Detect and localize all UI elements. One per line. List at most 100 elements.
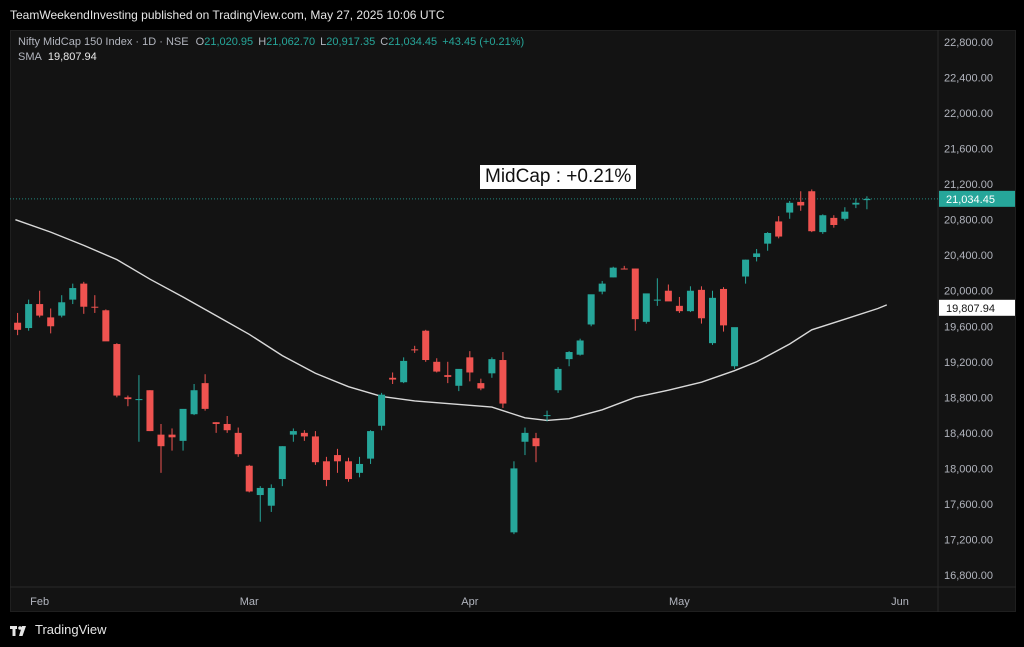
candle-body[interactable] <box>521 432 529 442</box>
candle-body[interactable] <box>146 390 154 432</box>
candle-body[interactable] <box>36 304 44 316</box>
candle-body[interactable] <box>565 352 573 360</box>
candle-body[interactable] <box>245 465 253 492</box>
candle-body[interactable] <box>863 198 871 201</box>
candle-body[interactable] <box>367 431 375 459</box>
candle-body[interactable] <box>620 268 628 270</box>
candle-body[interactable] <box>433 361 441 372</box>
candle-body[interactable] <box>124 397 132 400</box>
candle-body[interactable] <box>664 290 672 302</box>
candle-body[interactable] <box>14 322 22 330</box>
candle-body[interactable] <box>753 253 761 257</box>
candle-body[interactable] <box>477 383 485 389</box>
sma-legend-value: 19,807.94 <box>47 51 97 63</box>
x-tick-label: Jun <box>891 596 909 608</box>
candle-body[interactable] <box>267 487 275 506</box>
candle-body[interactable] <box>345 461 352 480</box>
candle-body[interactable] <box>333 455 341 462</box>
sma-legend[interactable]: SMA 19,807.94 <box>18 51 97 63</box>
y-tick-label: 20,000.00 <box>944 286 993 298</box>
legend-open-label: O <box>195 36 205 48</box>
legend: Nifty MidCap 150 Index · 1D · NSE O21,02… <box>18 35 524 50</box>
legend-close-label: C <box>380 36 389 48</box>
candle-body[interactable] <box>234 432 242 455</box>
candle-body[interactable] <box>157 434 165 447</box>
candle-body[interactable] <box>422 330 430 361</box>
x-tick-label: May <box>669 596 690 608</box>
candle-body[interactable] <box>91 306 99 308</box>
candle-body[interactable] <box>720 288 728 326</box>
candle-body[interactable] <box>455 368 463 386</box>
candle-body[interactable] <box>775 221 783 237</box>
candle-body[interactable] <box>532 438 540 447</box>
candle-body[interactable] <box>786 202 794 213</box>
candle-body[interactable] <box>499 360 507 404</box>
publish-bar: TeamWeekendInvesting published on Tradin… <box>0 0 1024 30</box>
candle-body[interactable] <box>212 422 220 424</box>
candle-body[interactable] <box>488 359 496 374</box>
candle-body[interactable] <box>797 201 805 206</box>
candle-body[interactable] <box>731 327 739 367</box>
candle-body[interactable] <box>819 215 827 233</box>
candle-body[interactable] <box>80 283 88 307</box>
candle-body[interactable] <box>378 394 386 426</box>
candle-body[interactable] <box>311 436 319 463</box>
candle-body[interactable] <box>675 305 683 312</box>
price-chart[interactable]: 22,800.00 22,400.00 22,000.00 21,600.00 21,2… <box>10 30 1016 612</box>
footer-bar <box>0 612 1024 647</box>
candle-body[interactable] <box>598 283 606 292</box>
candle-body[interactable] <box>289 431 297 435</box>
candle-body[interactable] <box>686 290 694 312</box>
candle-body[interactable] <box>190 390 198 415</box>
candle-body[interactable] <box>223 423 231 431</box>
candle-body[interactable] <box>256 487 264 496</box>
sma-line[interactable] <box>15 219 888 422</box>
candle-body[interactable] <box>444 375 452 377</box>
candle-body[interactable] <box>653 299 661 301</box>
candle-body[interactable] <box>168 434 176 438</box>
candle-body[interactable] <box>764 232 772 244</box>
candle-body[interactable] <box>179 408 187 441</box>
candle-body[interactable] <box>411 349 419 351</box>
candle-body[interactable] <box>278 446 286 480</box>
candle-body[interactable] <box>201 383 209 409</box>
candle-body[interactable] <box>356 463 364 473</box>
candle-body[interactable] <box>300 432 308 437</box>
legend-symbol[interactable]: Nifty MidCap 150 Index · 1D · NSE <box>18 36 189 48</box>
y-tick-label: 21,600.00 <box>944 144 993 156</box>
candle-body[interactable] <box>554 368 562 391</box>
candle-body[interactable] <box>697 289 705 319</box>
candle-body[interactable] <box>400 360 408 383</box>
legend-high: 21,062.70 <box>266 36 316 48</box>
candle-body[interactable] <box>631 268 639 320</box>
candle-body[interactable] <box>510 468 518 533</box>
candle-body[interactable] <box>47 317 55 327</box>
y-tick-label: 19,200.00 <box>944 357 993 369</box>
y-tick-label: 18,400.00 <box>944 428 993 440</box>
candle-body[interactable] <box>25 304 33 329</box>
y-tick-label: 17,600.00 <box>944 499 993 511</box>
candle-body[interactable] <box>58 302 66 316</box>
candle-body[interactable] <box>389 377 397 380</box>
candle-body[interactable] <box>102 310 110 342</box>
candle-body[interactable] <box>543 415 551 417</box>
candle-body[interactable] <box>322 461 330 480</box>
candle-body[interactable] <box>587 294 595 325</box>
candle-body[interactable] <box>830 217 838 225</box>
candle-body[interactable] <box>708 297 716 344</box>
y-tick-label: 16,800.00 <box>944 570 993 582</box>
candle-body[interactable] <box>852 202 860 205</box>
candle-body[interactable] <box>69 288 77 300</box>
candle-body[interactable] <box>609 267 617 278</box>
candle-body[interactable] <box>113 344 121 396</box>
candle-body[interactable] <box>808 191 816 232</box>
y-tick-label: 19,600.00 <box>944 321 993 333</box>
candle-body[interactable] <box>576 340 584 355</box>
candle-body[interactable] <box>742 259 750 277</box>
candle-body[interactable] <box>841 211 849 219</box>
candle-body[interactable] <box>135 399 143 401</box>
candle-body[interactable] <box>466 357 474 373</box>
candle-body[interactable] <box>642 293 650 322</box>
annotation-label[interactable]: MidCap : +0.21% <box>480 165 637 189</box>
legend-change: +43.45 (+0.21%) <box>442 36 525 48</box>
